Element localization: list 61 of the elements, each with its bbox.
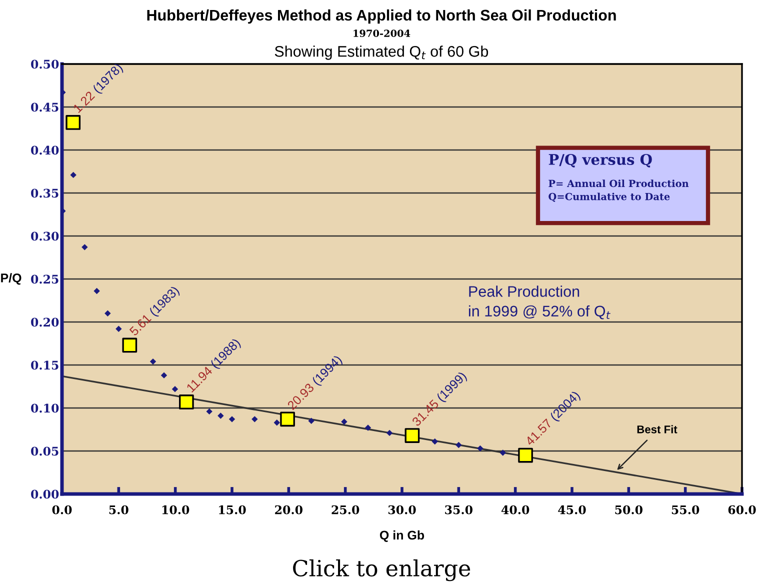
- y-tick-label: 0.15: [31, 360, 58, 370]
- y-tick-label: 0.40: [31, 146, 59, 155]
- y-tick-label: 0.00: [31, 490, 59, 499]
- point: [104, 310, 111, 317]
- point: [172, 386, 178, 392]
- point: [82, 244, 88, 250]
- x-tick-label: 15.0: [219, 505, 246, 514]
- point: [364, 424, 372, 431]
- y-tick-label: 0.10: [31, 404, 59, 413]
- x-tick-label: 55.0: [672, 505, 700, 514]
- point: [252, 416, 258, 422]
- x-tick-label: 40.0: [501, 505, 530, 514]
- x-tick-label: 20.0: [275, 505, 302, 514]
- point: [179, 394, 194, 410]
- point: [518, 448, 533, 463]
- point: [456, 442, 462, 448]
- text: Showing Estimated Q$_{t}$ of 60 Gb: [274, 46, 488, 60]
- point: [280, 412, 295, 427]
- annotation: Peak Production in 1999 @ 52% of Q$_{t}$: [468, 286, 610, 320]
- y-tick-label: 0.20: [31, 318, 59, 327]
- annotation: P/Q versus Q: [548, 154, 652, 168]
- point: [218, 412, 224, 419]
- x-axis-title: Q in Gb: [380, 530, 424, 542]
- point: [206, 408, 212, 415]
- point: [404, 428, 420, 443]
- point: [341, 418, 348, 425]
- x-tick-label: 50.0: [615, 505, 642, 514]
- x-tick-label: 5.0: [109, 505, 128, 514]
- point: [500, 450, 506, 456]
- point: [308, 418, 314, 424]
- point: [66, 115, 81, 130]
- point: [477, 445, 484, 452]
- y-tick-label: 0.30: [31, 232, 59, 241]
- chart-title: Hubbert/Deffeyes Method as Applied to North Sea Oil Production: [147, 9, 616, 24]
- point: [122, 338, 138, 353]
- x-tick-label: 10.0: [162, 505, 190, 514]
- x-tick-label: 45.0: [558, 505, 586, 514]
- chart-subtitle: 1970-2004: [354, 30, 410, 37]
- annotation: Best Fit: [637, 425, 678, 434]
- y-tick-label: 0.50: [31, 60, 59, 69]
- x-tick-label: 0.0: [52, 505, 72, 514]
- y-tick-label: 0.05: [31, 446, 58, 456]
- x-tick-label: 25.0: [332, 505, 360, 514]
- point: [228, 416, 236, 422]
- point: [150, 358, 156, 365]
- y-tick-label: 0.45: [31, 102, 58, 112]
- x-tick-label: 60.0: [728, 505, 756, 514]
- x-tick-label: 30.0: [388, 505, 416, 514]
- y-axis-title: P/Q: [1, 273, 22, 285]
- point: [386, 430, 393, 436]
- point: [432, 438, 438, 445]
- x-tick-label: 35.0: [445, 505, 472, 514]
- y-tick-label: 0.35: [31, 188, 58, 198]
- point: [274, 420, 280, 426]
- y-tick-label: 0.25: [31, 274, 58, 284]
- text: Click to enlarge: [293, 559, 470, 582]
- point: [116, 326, 122, 332]
- point: [94, 288, 100, 294]
- point: [70, 172, 76, 178]
- annotation: P= Annual Oil Production Q=Cumulative to Date: [548, 180, 689, 202]
- point: [160, 372, 168, 378]
